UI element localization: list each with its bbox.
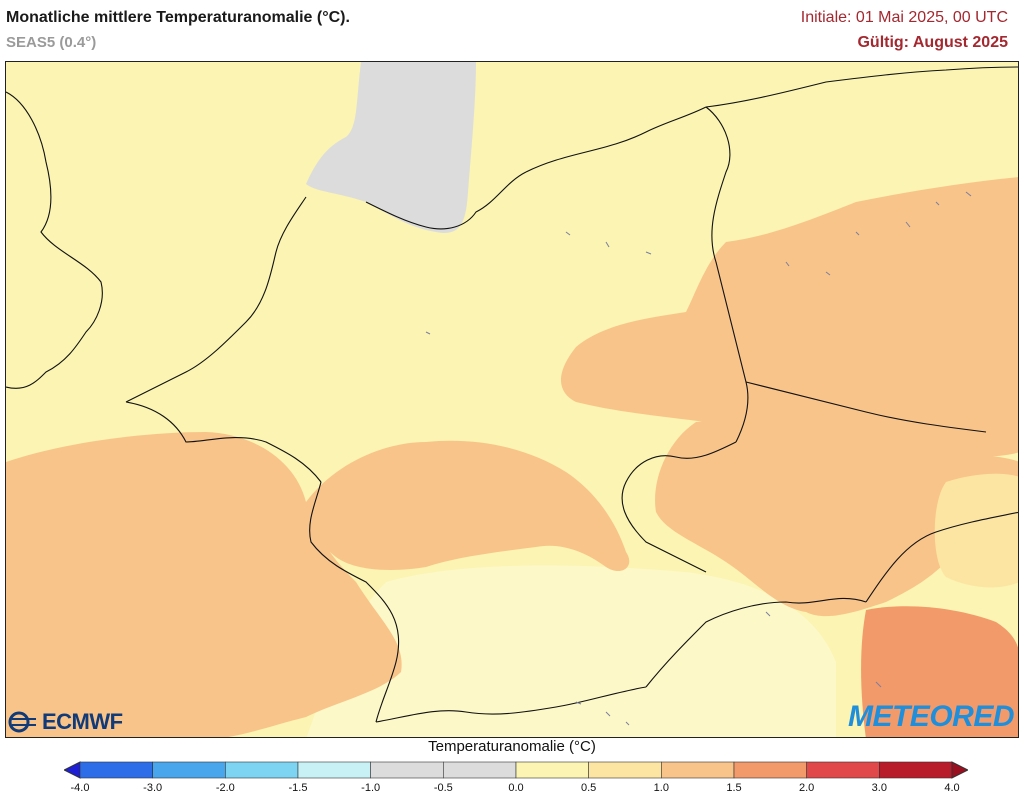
colorbar-tick-label: 0.0 [508,782,524,794]
ecmwf-logo: ECMWF [8,706,123,738]
map-title: Monatliche mittlere Temperaturanomalie (… [6,9,350,26]
anomaly-zone-central [306,440,630,572]
colorbar-bin [588,761,662,779]
ecmwf-logo-text: ECMWF [42,709,123,734]
anomaly-zone-east [561,177,1018,469]
anomaly-zone-czech [655,420,1018,617]
colorbar-tick-label: 2.0 [799,782,815,794]
anomaly-map[interactable] [5,61,1019,738]
colorbar-bin [879,761,953,779]
anomaly-zone-light-south [306,565,836,737]
colorbar-bin [733,761,807,779]
colorbar-tick-label: -0.5 [433,782,453,794]
colorbar-underflow [62,761,81,779]
colorbar-tick-labels: -4.0 -3.0 -2.0 -1.5 -1.0 -0.5 0.0 0.5 1.0 1.5 2.0 3… [0,782,1024,798]
colorbar-bin [661,761,735,779]
initialization-time: Initiale: 01 Mai 2025, 00 UTC [800,9,1008,26]
colorbar-bin [515,761,589,779]
colorbar-tick-label: 0.5 [581,782,597,794]
valid-period: Gültig: August 2025 [857,34,1008,51]
colorbar [62,761,970,784]
colorbar-bin [806,761,880,779]
anomaly-zone-light-east [934,473,1018,588]
lakes [425,191,972,726]
colorbar-tick-label: -2.0 [215,782,235,794]
colorbar-bin [152,761,226,779]
ecmwf-icon [8,711,36,733]
colorbar-overflow [951,761,970,779]
colorbar-bin [443,761,517,779]
colorbar-tick-label: 3.0 [871,782,887,794]
anomaly-zone-gray [306,62,476,233]
colorbar-title: Temperaturanomalie (°C) [428,738,596,755]
colorbar-tick-label: -1.0 [361,782,381,794]
anomaly-zone-southwest [6,432,402,737]
anomaly-zone-southeast [861,606,1018,737]
country-borders [6,66,1018,723]
meteored-logo: METEORED [847,700,1015,733]
colorbar-tick-label: -4.0 [70,782,90,794]
colorbar-tick-label: -3.0 [143,782,163,794]
colorbar-bin [297,761,371,779]
colorbar-bin [79,761,153,779]
colorbar-tick-label: 1.0 [653,782,669,794]
colorbar-tick-label: 4.0 [944,782,960,794]
colorbar-bin [225,761,299,779]
colorbar-bin [370,761,444,779]
colorbar-tick-label: -1.5 [288,782,308,794]
model-subtitle: SEAS5 (0.4°) [6,34,97,51]
colorbar-tick-label: 1.5 [726,782,742,794]
